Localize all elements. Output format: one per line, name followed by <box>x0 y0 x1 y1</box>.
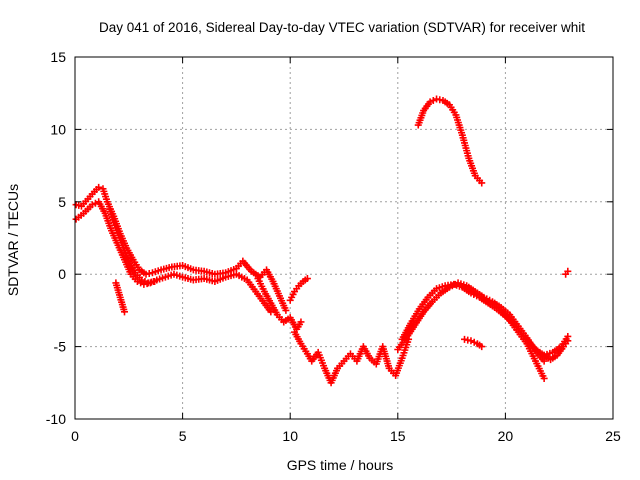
data-point <box>297 318 305 326</box>
series-high-arc <box>414 95 486 187</box>
data-point <box>95 183 103 191</box>
x-tick-label: 0 <box>71 428 79 444</box>
axis-ticks <box>74 56 614 420</box>
series-second-rising-arc <box>398 280 518 343</box>
series-lower-arc-satellite <box>72 198 275 316</box>
chart-title: Day 041 of 2016, Sidereal Day-to-day VTE… <box>99 20 585 35</box>
trace-marker <box>91 199 99 207</box>
series-short-drop-segment <box>112 279 128 316</box>
data-point <box>282 306 290 314</box>
series-upper-arc-satellite <box>72 183 290 314</box>
x-tick-label: 15 <box>390 428 406 444</box>
data-point <box>478 179 486 187</box>
series-isolated-point <box>562 267 572 278</box>
data-point <box>478 343 486 351</box>
y-axis-label: SDTVAR / TECUs <box>5 184 21 296</box>
trace-marker <box>470 338 478 346</box>
y-tick-label: -5 <box>54 339 67 355</box>
x-tick-label: 25 <box>605 428 621 444</box>
data-point <box>88 201 96 209</box>
y-tick-label: 10 <box>50 121 66 137</box>
data-point <box>426 98 434 106</box>
series-evening-segment-2 <box>540 337 572 364</box>
x-tick-label: 10 <box>282 428 298 444</box>
data-point <box>564 267 572 275</box>
data-point <box>564 337 572 345</box>
x-tick-label: 20 <box>498 428 514 444</box>
y-tick-label: 15 <box>50 49 66 65</box>
data-point <box>467 337 475 345</box>
series-cluster-9-10h <box>254 275 305 333</box>
data-point <box>151 277 159 285</box>
gridlines <box>75 57 613 419</box>
series-short-segment-10-5h <box>286 275 311 304</box>
data-points <box>72 95 572 387</box>
data-point <box>540 374 548 382</box>
series-mid-arc-satellite <box>105 205 159 287</box>
series-falling-tail <box>497 306 548 382</box>
y-tick-label: 5 <box>58 194 66 210</box>
series-short-mid-segment <box>461 335 486 351</box>
x-tick-labels: 0 5 10 15 20 25 <box>71 428 621 444</box>
y-tick-label: 0 <box>58 266 66 282</box>
x-tick-label: 5 <box>179 428 187 444</box>
trace-marker <box>141 277 149 285</box>
trace-marker <box>429 96 437 104</box>
data-point <box>133 277 141 285</box>
plot-area-frame <box>74 56 614 420</box>
data-point <box>303 275 311 283</box>
y-tick-label: -10 <box>46 411 66 427</box>
series-noisy-midday-block <box>291 328 413 387</box>
data-point <box>138 276 146 284</box>
data-point <box>120 308 128 316</box>
y-tick-labels: -10 -5 0 5 10 15 <box>46 49 66 427</box>
x-axis-label: GPS time / hours <box>287 457 394 473</box>
